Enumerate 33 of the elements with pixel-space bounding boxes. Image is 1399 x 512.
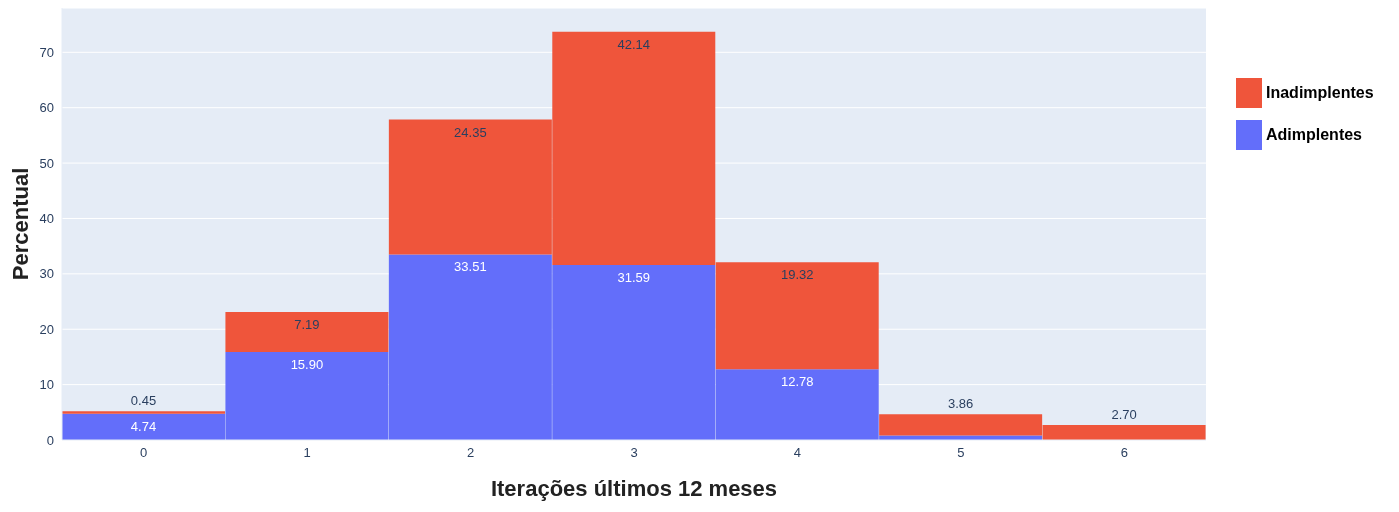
y-tick-label: 50 [39,155,54,171]
legend-label: Inadimplentes [1266,84,1374,102]
data-label: 2.70 [1111,407,1137,423]
legend-label: Adimplentes [1266,126,1363,144]
y-tick-label: 40 [39,211,54,227]
y-tick-label: 30 [39,266,54,282]
data-label: 31.59 [617,270,651,286]
x-tick-label: 6 [1120,445,1128,461]
y-tick-label: 0 [46,432,54,448]
y-tick-label: 70 [39,44,54,60]
data-label: 42.14 [617,36,651,52]
y-axis-title: Percentual [7,167,33,281]
data-label: 7.19 [294,317,320,333]
y-tick-label: 10 [39,377,54,393]
data-label: 3.86 [947,396,974,412]
bar [225,312,389,352]
x-tick-label: 5 [957,445,965,461]
x-tick-label: 3 [630,445,638,461]
y-tick-label: 20 [39,321,54,337]
x-axis-title: Iterações últimos 12 meses [490,476,778,501]
x-tick-label: 2 [466,445,475,461]
data-label: 0.45 [130,393,157,409]
data-label: 19.32 [780,267,814,283]
data-label: 15.90 [290,356,324,372]
data-label: 4.74 [130,418,157,434]
data-label: 12.78 [780,374,814,390]
y-tick-label: 60 [39,100,54,116]
data-label: 33.51 [454,259,487,275]
x-tick-label: 4 [793,445,802,461]
data-label: 24.35 [454,124,487,140]
bar [62,411,225,414]
x-tick-label: 0 [140,445,148,461]
x-tick-label: 1 [303,445,311,461]
